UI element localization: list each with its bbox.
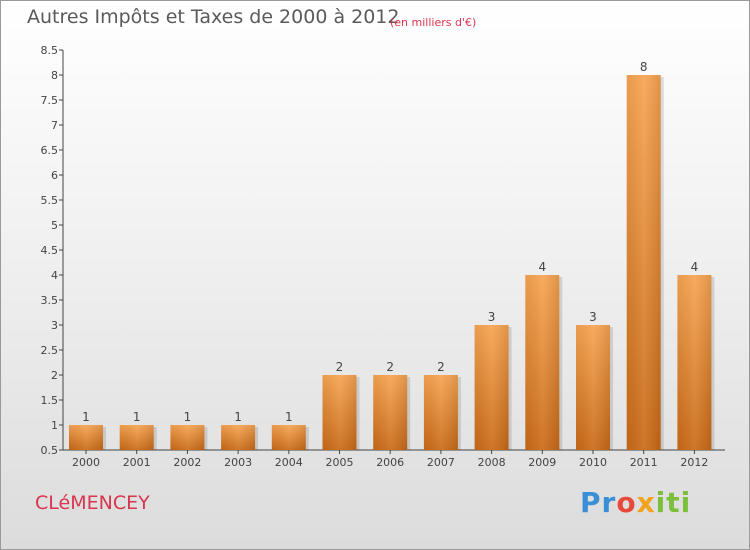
- chart-subtitle: (en milliers d'€): [390, 16, 477, 29]
- y-tick-label: 2: [51, 369, 58, 382]
- logo-part-2: o: [616, 486, 637, 519]
- bar-highlight: [271, 425, 306, 450]
- data-label: 1: [82, 410, 90, 424]
- y-tick-label: 7: [51, 119, 58, 132]
- bar-highlight: [322, 375, 357, 450]
- data-label: 3: [488, 310, 496, 324]
- logo-part-3: x: [636, 486, 656, 519]
- data-label: 2: [336, 360, 344, 374]
- data-label: 3: [589, 310, 597, 324]
- data-label: 2: [386, 360, 394, 374]
- y-tick-label: 3.5: [41, 294, 59, 307]
- bar-highlight: [525, 275, 560, 450]
- bar-highlight: [170, 425, 205, 450]
- town-name: CLéMENCEY: [35, 492, 150, 514]
- x-tick-label: 2006: [376, 456, 404, 469]
- proxiti-logo: Proxiti: [580, 486, 691, 519]
- data-label: 1: [234, 410, 242, 424]
- y-tick-label: 8.5: [41, 44, 59, 57]
- x-tick-label: 2005: [326, 456, 354, 469]
- bar-highlight: [626, 75, 661, 450]
- bar-highlight: [119, 425, 154, 450]
- y-tick-label: 3: [51, 319, 58, 332]
- y-tick-label: 1.5: [41, 394, 59, 407]
- x-tick-label: 2001: [123, 456, 151, 469]
- data-label: 2: [437, 360, 445, 374]
- labels: 1 2000 1 2001 1 2002 1 2003 1 2004 2 2005 2 2006 2 2007…: [72, 60, 708, 469]
- x-tick-label: 2003: [224, 456, 252, 469]
- x-tick-label: 2010: [579, 456, 607, 469]
- x-tick-label: 2002: [173, 456, 201, 469]
- logo-part-1: Pr: [580, 486, 617, 519]
- bar-highlight: [221, 425, 256, 450]
- data-label: 4: [538, 260, 546, 274]
- x-tick-label: 2011: [630, 456, 658, 469]
- bars: [69, 75, 715, 450]
- y-tick-label: 2.5: [41, 344, 59, 357]
- bar-highlight: [474, 325, 509, 450]
- y-tick-label: 5: [51, 219, 58, 232]
- y-tick-label: 0.5: [41, 444, 59, 457]
- x-tick-label: 2007: [427, 456, 455, 469]
- bar-highlight: [677, 275, 712, 450]
- y-tick-label: 6.5: [41, 144, 59, 157]
- y-tick-label: 7.5: [41, 94, 59, 107]
- x-tick-label: 2000: [72, 456, 100, 469]
- bar-highlight: [423, 375, 458, 450]
- x-tick-label: 2008: [478, 456, 506, 469]
- x-tick-label: 2009: [528, 456, 556, 469]
- y-tick-label: 1: [51, 419, 58, 432]
- bar-highlight: [576, 325, 610, 450]
- data-label: 1: [285, 410, 293, 424]
- chart-title: Autres Impôts et Taxes de 2000 à 2012: [27, 6, 400, 28]
- y-tick-label: 5.5: [41, 194, 59, 207]
- y-tick-label: 4: [51, 269, 58, 282]
- x-tick-label: 2004: [275, 456, 303, 469]
- data-label: 1: [133, 410, 141, 424]
- logo-part-4: iti: [655, 486, 692, 519]
- data-label: 8: [640, 60, 648, 74]
- bar-highlight: [69, 425, 103, 450]
- x-tick-label: 2012: [680, 456, 708, 469]
- data-label: 1: [184, 410, 192, 424]
- y-tick-label: 6: [51, 169, 58, 182]
- data-label: 4: [691, 260, 699, 274]
- y-tick-label: 4.5: [41, 244, 59, 257]
- y-tick-label: 8: [51, 69, 58, 82]
- bar-highlight: [373, 375, 408, 450]
